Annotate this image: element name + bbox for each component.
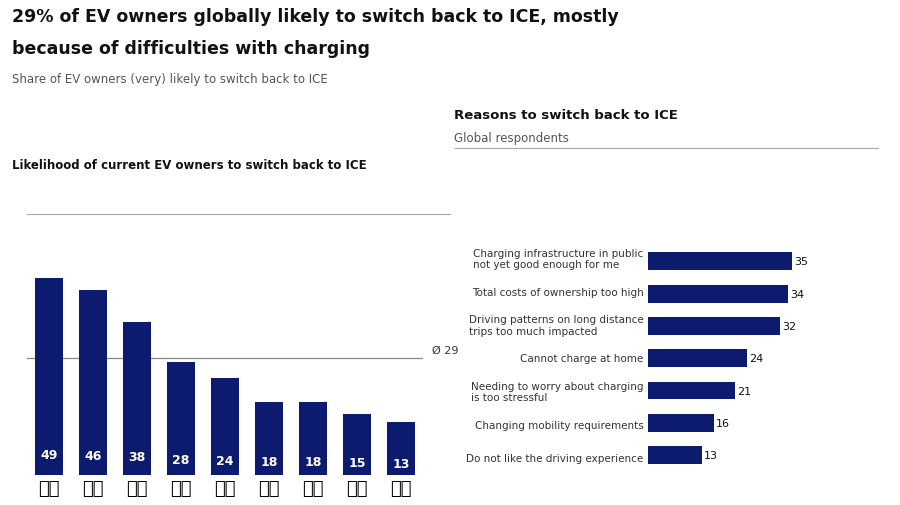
- Bar: [78, 290, 107, 475]
- Text: Cannot charge at home: Cannot charge at home: [520, 354, 644, 364]
- Bar: [648, 285, 788, 303]
- Text: 16: 16: [716, 418, 730, 428]
- Text: Global respondents: Global respondents: [454, 131, 570, 144]
- Text: 18: 18: [304, 456, 321, 468]
- Text: Likelihood of current EV owners to switch back to ICE: Likelihood of current EV owners to switc…: [12, 159, 366, 172]
- Text: Share of EV owners (very) likely to switch back to ICE: Share of EV owners (very) likely to swit…: [12, 73, 328, 86]
- Text: Changing mobility requirements: Changing mobility requirements: [475, 420, 644, 430]
- Bar: [648, 349, 747, 368]
- Text: Reasons to switch back to ICE: Reasons to switch back to ICE: [454, 109, 679, 122]
- Text: 15: 15: [348, 456, 365, 469]
- Text: Do not like the driving experience: Do not like the driving experience: [466, 453, 644, 463]
- Bar: [166, 363, 195, 475]
- Bar: [255, 402, 284, 475]
- Text: Total costs of ownership too high: Total costs of ownership too high: [472, 287, 644, 297]
- Bar: [648, 318, 780, 335]
- Text: 38: 38: [129, 450, 146, 464]
- Text: 13: 13: [704, 450, 717, 460]
- Bar: [211, 379, 239, 475]
- Text: 32: 32: [782, 321, 796, 331]
- Text: 24: 24: [216, 454, 234, 467]
- Text: 46: 46: [85, 448, 102, 462]
- Text: Charging infrastructure in public
not yet good enough for me: Charging infrastructure in public not ye…: [473, 248, 644, 270]
- Text: 24: 24: [749, 354, 763, 364]
- Text: 28: 28: [172, 453, 190, 466]
- Text: 21: 21: [737, 386, 751, 396]
- Text: 49: 49: [40, 448, 58, 461]
- Text: 18: 18: [260, 456, 278, 468]
- Bar: [122, 323, 151, 475]
- Text: because of difficulties with charging: because of difficulties with charging: [12, 40, 370, 59]
- Text: Driving patterns on long distance
trips too much impacted: Driving patterns on long distance trips …: [469, 315, 644, 336]
- Bar: [648, 446, 702, 464]
- Text: 34: 34: [790, 289, 805, 299]
- Bar: [648, 414, 714, 432]
- Text: 35: 35: [795, 257, 808, 267]
- Bar: [299, 402, 328, 475]
- Text: Needing to worry about charging
is too stressful: Needing to worry about charging is too s…: [471, 381, 644, 402]
- Bar: [343, 415, 372, 475]
- Bar: [35, 278, 63, 475]
- Text: 29% of EV owners globally likely to switch back to ICE, mostly: 29% of EV owners globally likely to swit…: [12, 8, 618, 26]
- Bar: [648, 253, 792, 271]
- Bar: [648, 382, 734, 399]
- Bar: [387, 423, 415, 475]
- Text: Ø 29: Ø 29: [432, 345, 458, 356]
- Text: 13: 13: [392, 457, 410, 470]
